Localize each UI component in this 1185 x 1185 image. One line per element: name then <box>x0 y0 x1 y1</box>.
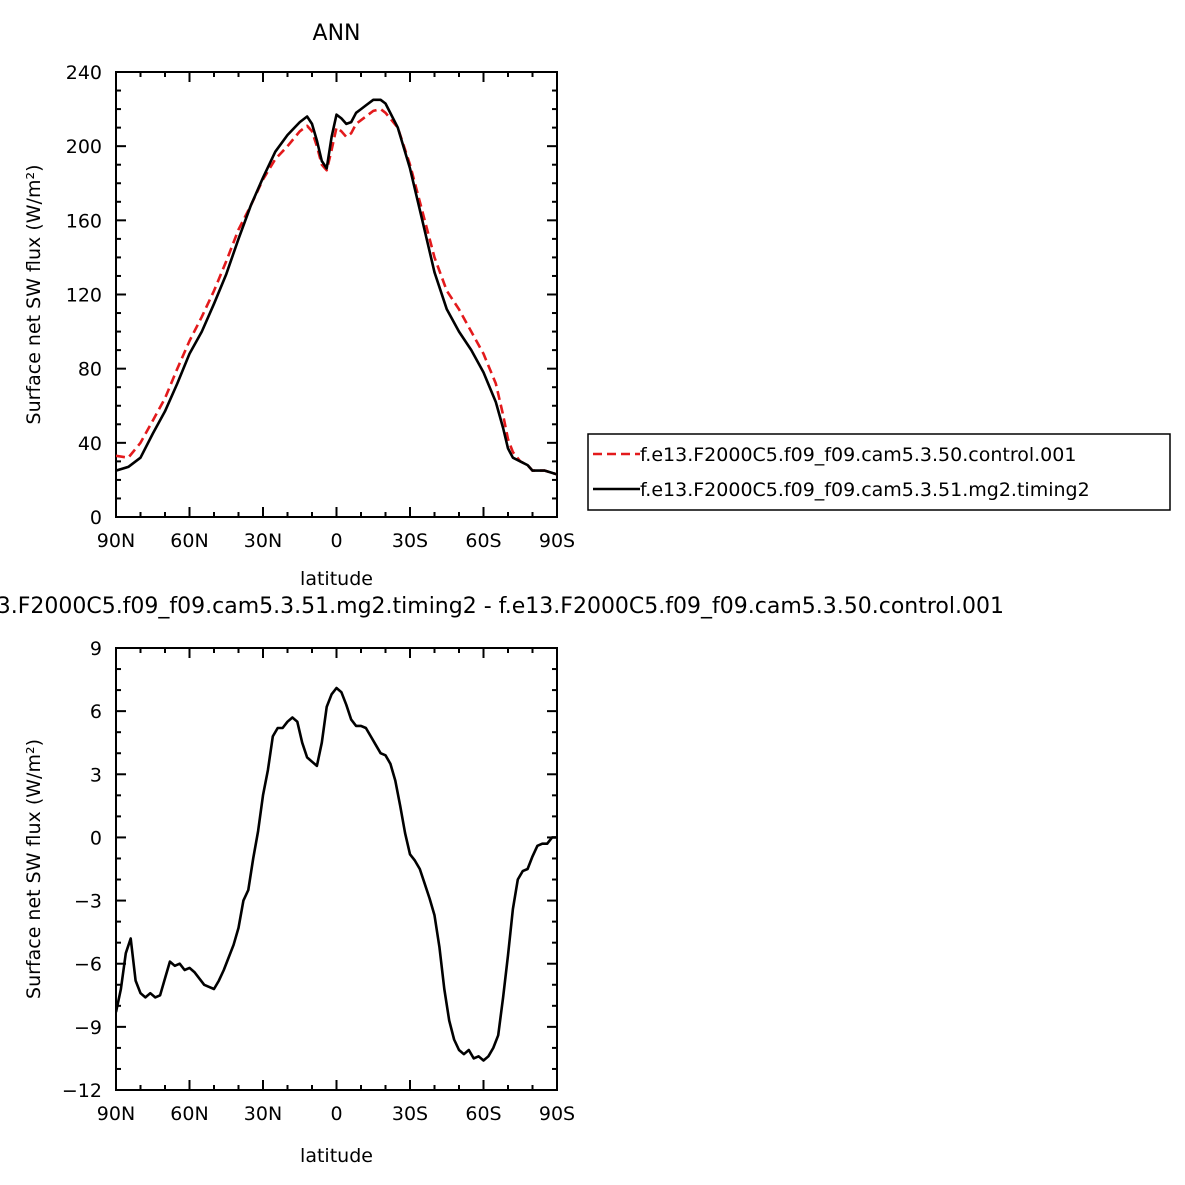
y-tick-label: 240 <box>66 62 102 84</box>
y-tick-label: 0 <box>90 507 102 529</box>
chart-title: f.e13.F2000C5.f09_f09.cam5.3.51.mg2.timi… <box>0 594 1004 619</box>
legend-entry: f.e13.F2000C5.f09_f09.cam5.3.50.control.… <box>640 444 1076 466</box>
y-tick-label: 6 <box>90 701 102 723</box>
legend-entry: f.e13.F2000C5.f09_f09.cam5.3.51.mg2.timi… <box>640 479 1090 501</box>
x-tick-label: 30S <box>392 530 428 552</box>
plot-frame-0 <box>115 71 558 518</box>
x-tick-label: 60N <box>170 530 208 552</box>
y-tick-label: −12 <box>62 1080 102 1102</box>
x-tick-label: 90N <box>97 1103 135 1125</box>
x-tick-label: 60N <box>170 1103 208 1125</box>
y-tick-label: 200 <box>66 136 102 158</box>
y-tick-label: 0 <box>90 827 102 849</box>
x-tick-label: 0 <box>330 1103 342 1125</box>
y-tick-label: −6 <box>74 954 102 976</box>
y-tick-label: 80 <box>78 359 102 381</box>
x-axis-label: latitude <box>300 568 373 590</box>
y-axis-label: Surface net SW flux (W/m²) <box>23 165 45 425</box>
y-axis-label: Surface net SW flux (W/m²) <box>23 739 45 999</box>
y-tick-label: 3 <box>90 764 102 786</box>
plot-frame-1 <box>115 647 558 1091</box>
x-tick-label: 90N <box>97 530 135 552</box>
x-tick-label: 30N <box>244 530 282 552</box>
y-tick-label: 160 <box>66 210 102 232</box>
legend-box <box>587 433 1171 511</box>
series-line-0-1 <box>116 98 557 476</box>
y-tick-label: −3 <box>74 891 102 913</box>
y-tick-label: 9 <box>90 638 102 660</box>
y-tick-label: 120 <box>66 285 102 307</box>
x-tick-label: 90S <box>539 1103 575 1125</box>
x-tick-label: 30N <box>244 1103 282 1125</box>
x-tick-label: 90S <box>539 530 575 552</box>
x-tick-label: 0 <box>330 530 342 552</box>
y-tick-label: −9 <box>74 1017 102 1039</box>
y-tick-label: 40 <box>78 433 102 455</box>
series-line-0-0 <box>116 107 557 476</box>
chart-title: ANN <box>313 21 361 46</box>
x-tick-label: 60S <box>465 1103 501 1125</box>
x-tick-label: 30S <box>392 1103 428 1125</box>
series-line-1-0 <box>116 686 557 1062</box>
x-tick-label: 60S <box>465 530 501 552</box>
x-axis-label: latitude <box>300 1145 373 1167</box>
